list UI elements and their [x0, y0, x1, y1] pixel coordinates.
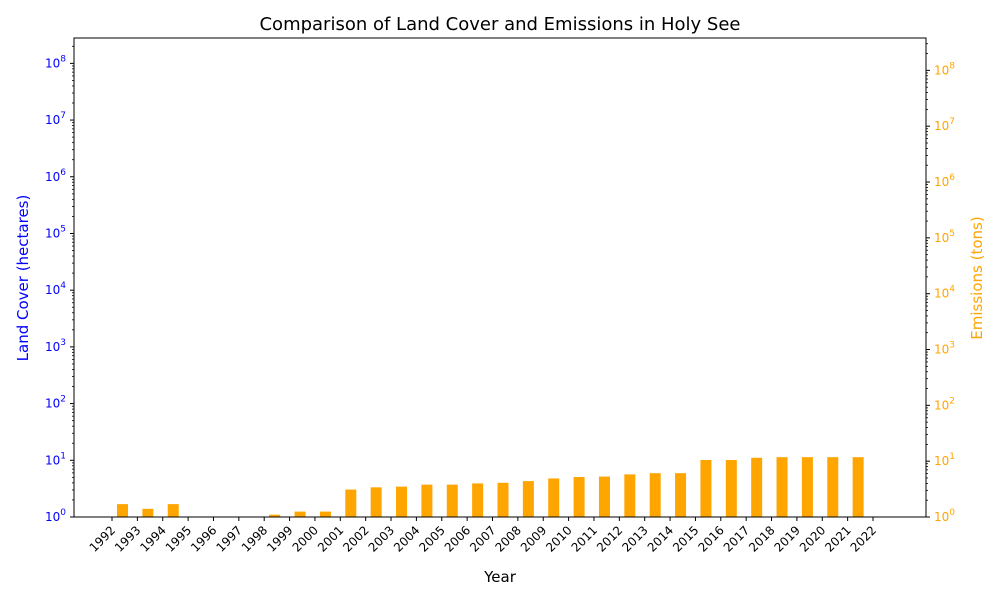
right-axis: 100 101 102 103 104 105 106 107 108 [925, 38, 955, 524]
emissions-bar [548, 478, 560, 517]
emissions-bar [852, 457, 864, 517]
emissions-bar [370, 487, 382, 517]
right-tick-label: 105 [934, 229, 955, 245]
emissions-bar [751, 457, 763, 517]
emissions-bar [294, 511, 306, 517]
emissions-bar [497, 482, 509, 517]
emissions-bar [446, 484, 458, 517]
emissions-bar [396, 486, 408, 517]
left-tick-label: 102 [45, 395, 66, 411]
emissions-bar [472, 483, 484, 517]
right-tick-label: 106 [934, 173, 955, 189]
emissions-bar [598, 476, 610, 517]
emissions-bar [269, 514, 281, 517]
emissions-bar [675, 473, 687, 517]
emissions-bar [700, 459, 712, 517]
emissions-bar [142, 508, 154, 517]
emissions-bar [421, 484, 433, 517]
chart-title: Comparison of Land Cover and Emissions i… [259, 14, 740, 35]
emissions-bar [624, 474, 636, 517]
emissions-bar [345, 489, 357, 517]
right-tick-label: 102 [934, 396, 955, 412]
left-tick-label: 103 [45, 338, 66, 354]
left-tick-label: 101 [45, 451, 66, 467]
left-tick-label: 108 [45, 54, 66, 70]
left-axis: 100 101 102 103 104 105 106 107 108 [45, 38, 75, 524]
emissions-bar [522, 481, 534, 517]
right-tick-label: 100 [934, 508, 955, 524]
x-axis-label: Year [483, 568, 517, 586]
right-tick-label: 101 [934, 452, 955, 468]
left-axis-label: Land Cover (hectares) [14, 195, 32, 362]
right-tick-label: 103 [934, 341, 955, 357]
right-tick-label: 108 [934, 61, 955, 77]
left-tick-label: 106 [45, 168, 66, 184]
emissions-bar [649, 473, 661, 517]
emissions-bar [776, 457, 788, 517]
left-tick-label: 107 [45, 111, 66, 127]
emissions-bar [801, 457, 813, 517]
emissions-bar [319, 511, 331, 517]
left-tick-label: 104 [45, 281, 66, 297]
emissions-bar [725, 459, 737, 517]
emissions-bar [117, 504, 128, 517]
right-tick-label: 107 [934, 117, 955, 133]
emissions-bar [167, 504, 179, 517]
emissions-bar [827, 457, 839, 517]
right-tick-label: 104 [934, 285, 955, 301]
right-axis-label: Emissions (tons) [968, 216, 986, 339]
left-tick-label: 105 [45, 224, 66, 240]
bars-layer [117, 457, 864, 517]
emissions-bar [573, 477, 585, 517]
left-tick-label: 100 [45, 508, 66, 524]
